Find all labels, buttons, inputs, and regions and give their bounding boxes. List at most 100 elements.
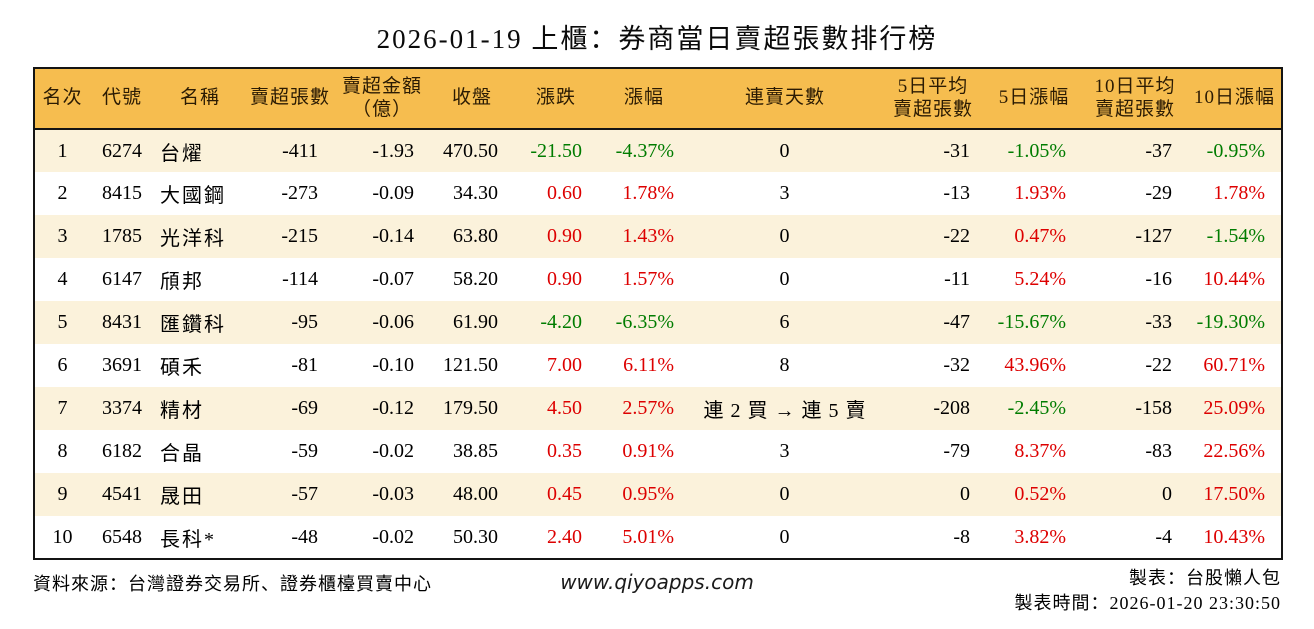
cell-change: 4.50 xyxy=(547,397,582,419)
cell-name: 晟田 xyxy=(160,486,204,508)
cell-sell-streak: 0 xyxy=(779,525,791,548)
cell-sell-amount: -0.14 xyxy=(372,225,414,247)
cell-name: 碩禾 xyxy=(160,357,204,379)
cell-change-pct: 6.11% xyxy=(623,354,674,376)
cell-avg5-sell-volume: -31 xyxy=(943,139,970,162)
data-source-text: 資料來源：台灣證券交易所、證券櫃檯買賣中心 xyxy=(33,574,432,594)
cell-name: 長科* xyxy=(160,528,216,551)
table-row: 7 3374 精材 -69 -0.12 179.50 4.50 2.57% 連 2 買 → 連 … xyxy=(34,387,1282,430)
cell-rank: 5 xyxy=(57,311,68,333)
cell-close: 470.50 xyxy=(443,139,498,162)
cell-change-pct: -6.35% xyxy=(615,311,674,333)
column-header-code: 代號 xyxy=(90,68,154,130)
table-row: 2 8415 大國鋼 -273 -0.09 34.30 0.60 1.78% 3 -13 1.93%… xyxy=(34,172,1282,215)
cell-change: 0.35 xyxy=(547,440,582,462)
cell-pct10: 10.44% xyxy=(1203,268,1265,290)
cell-code: 8415 xyxy=(102,182,142,204)
cell-close: 50.30 xyxy=(453,525,498,548)
header-row: 名次 代號 名稱 賣超張數 賣超金額 （億） 收盤 漲跌 漲幅 連賣天數 5日平均 賣超張數 5日漲… xyxy=(34,68,1282,130)
cell-code: 6182 xyxy=(102,440,142,462)
cell-sell-amount: -1.93 xyxy=(372,139,414,162)
cell-sell-streak: 0 xyxy=(779,483,791,505)
column-header-name: 名稱 xyxy=(154,68,246,130)
cell-name: 頎邦 xyxy=(160,271,204,293)
cell-sell-volume: -95 xyxy=(291,311,318,333)
cell-pct10: 10.43% xyxy=(1203,525,1265,548)
column-header-change: 漲跌 xyxy=(514,68,598,130)
column-header-avg5-sell-volume: 5日平均 賣超張數 xyxy=(880,68,986,130)
cell-name: 匯鑽科 xyxy=(160,314,226,336)
cell-avg10-sell-volume: -16 xyxy=(1145,268,1172,290)
cell-pct5: -1.05% xyxy=(1007,139,1066,162)
cell-avg10-sell-volume: -33 xyxy=(1145,311,1172,333)
cell-change-pct: 2.57% xyxy=(622,397,674,419)
cell-sell-volume: -273 xyxy=(281,182,318,204)
cell-pct10: -0.95% xyxy=(1206,139,1265,162)
cell-sell-volume: -48 xyxy=(291,525,318,548)
cell-close: 121.50 xyxy=(443,354,498,376)
cell-avg10-sell-volume: -4 xyxy=(1155,525,1172,548)
cell-close: 63.80 xyxy=(453,225,498,247)
maker-text: 製表：台股懶人包 xyxy=(1129,568,1281,588)
cell-code: 8431 xyxy=(102,311,142,333)
cell-pct5: -2.45% xyxy=(1007,397,1066,419)
cell-rank: 1 xyxy=(57,139,68,162)
footer: 資料來源：台灣證券交易所、證券櫃檯買賣中心 www.qiyoapps.com 製… xyxy=(33,567,1281,619)
cell-avg10-sell-volume: -22 xyxy=(1145,354,1172,376)
cell-pct10: 1.78% xyxy=(1213,182,1265,204)
cell-code: 6548 xyxy=(102,525,142,548)
cell-change-pct: 0.95% xyxy=(622,483,674,505)
table-row: 5 8431 匯鑽科 -95 -0.06 61.90 -4.20 -6.35% 6 -47 -15.… xyxy=(34,301,1282,344)
cell-code: 6274 xyxy=(102,139,142,162)
cell-sell-streak: 0 xyxy=(779,225,791,247)
cell-name: 精材 xyxy=(160,400,204,422)
cell-sell-streak: 連 2 買 → 連 5 賣 xyxy=(703,400,867,422)
column-header-pct5: 5日漲幅 xyxy=(986,68,1082,130)
cell-rank: 7 xyxy=(57,397,68,419)
cell-change-pct: -4.37% xyxy=(615,139,674,162)
cell-sell-volume: -59 xyxy=(291,440,318,462)
cell-sell-amount: -0.02 xyxy=(372,525,414,548)
table-header: 名次 代號 名稱 賣超張數 賣超金額 （億） 收盤 漲跌 漲幅 連賣天數 5日平均 賣超張數 5日漲… xyxy=(34,68,1282,130)
table-row: 4 6147 頎邦 -114 -0.07 58.20 0.90 1.57% 0 -11 5.24% -… xyxy=(34,258,1282,301)
column-header-close: 收盤 xyxy=(430,68,514,130)
table-row: 6 3691 碩禾 -81 -0.10 121.50 7.00 6.11% 8 -32 43.96%… xyxy=(34,344,1282,387)
cell-pct10: 22.56% xyxy=(1203,440,1265,462)
cell-code: 3691 xyxy=(102,354,142,376)
cell-rank: 8 xyxy=(57,440,68,462)
cell-pct10: 17.50% xyxy=(1203,483,1265,505)
cell-avg5-sell-volume: -8 xyxy=(953,525,970,548)
cell-code: 3374 xyxy=(102,397,142,419)
cell-pct10: -19.30% xyxy=(1196,311,1265,333)
credits-block: 製表：台股懶人包 製表時間：2026-01-20 23:30:50 xyxy=(1015,566,1282,616)
cell-avg5-sell-volume: -13 xyxy=(943,182,970,204)
column-header-change-pct: 漲幅 xyxy=(598,68,690,130)
cell-sell-streak: 6 xyxy=(779,311,791,333)
cell-change-pct: 1.78% xyxy=(622,182,674,204)
cell-sell-amount: -0.02 xyxy=(372,440,414,462)
cell-pct10: 25.09% xyxy=(1203,397,1265,419)
cell-close: 48.00 xyxy=(453,483,498,505)
cell-avg10-sell-volume: -83 xyxy=(1145,440,1172,462)
cell-sell-streak: 3 xyxy=(779,182,791,204)
table-row: 1 6274 台燿 -411 -1.93 470.50 -21.50 -4.37% 0 -31 -1… xyxy=(34,129,1282,172)
cell-sell-amount: -0.12 xyxy=(372,397,414,419)
cell-change: 2.40 xyxy=(547,525,582,548)
cell-rank: 6 xyxy=(57,354,68,376)
cell-pct5: -15.67% xyxy=(997,311,1066,333)
cell-change: -4.20 xyxy=(540,311,582,333)
cell-avg10-sell-volume: -29 xyxy=(1145,182,1172,204)
page-title: 2026-01-19 上櫃：券商當日賣超張數排行榜 xyxy=(376,24,938,54)
cell-close: 61.90 xyxy=(453,311,498,333)
cell-sell-volume: -57 xyxy=(291,483,318,505)
cell-pct5: 8.37% xyxy=(1014,440,1066,462)
column-header-pct10: 10日漲幅 xyxy=(1188,68,1282,130)
cell-sell-streak: 0 xyxy=(779,139,791,162)
cell-rank: 3 xyxy=(57,225,68,247)
cell-change: 0.60 xyxy=(547,182,582,204)
cell-change: 0.45 xyxy=(547,483,582,505)
cell-pct5: 0.52% xyxy=(1014,483,1066,505)
cell-avg5-sell-volume: -47 xyxy=(943,311,970,333)
website-link[interactable]: www.qiyoapps.com xyxy=(560,570,754,594)
cell-change: 7.00 xyxy=(547,354,582,376)
